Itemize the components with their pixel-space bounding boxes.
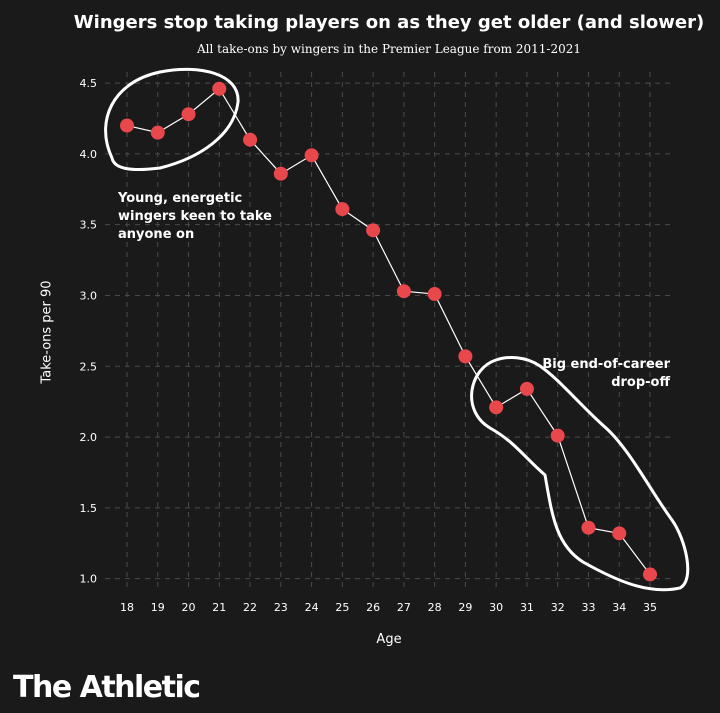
x-tick-label: 24 [305,601,319,614]
grid-lines [105,72,672,592]
y-tick-label: 3.5 [80,219,98,232]
annotation-dropoff: Big end-of-career drop-off [542,357,670,390]
x-tick-label: 19 [151,601,165,614]
x-tick-label: 33 [581,601,595,614]
data-point-age-29 [458,349,473,364]
y-tick-label: 4.5 [80,77,98,90]
x-tick-label: 23 [274,601,288,614]
x-tick-label: 21 [212,601,226,614]
data-point-age-32 [550,428,565,443]
annotation-loop-dropoff [470,356,690,592]
data-point-age-23 [273,166,288,181]
chart-subtitle: All take-ons by wingers in the Premier L… [197,42,581,56]
y-tick-label: 1.5 [80,502,98,515]
data-point-age-31 [519,381,534,396]
x-tick-label: 26 [366,601,380,614]
x-tick-label: 18 [120,601,134,614]
x-tick-label: 29 [458,601,472,614]
chart-title: Wingers stop taking players on as they g… [73,12,705,33]
annotation-loop-young [104,67,240,172]
x-tick-label: 25 [335,601,349,614]
data-point-age-26 [366,223,381,238]
y-tick-label: 2.5 [80,360,98,373]
data-point-age-34 [612,526,627,541]
data-point-age-25 [335,202,350,217]
data-points [120,81,657,582]
data-point-age-24 [304,148,319,163]
x-axis-label: Age [376,632,402,647]
annotation-young: Young, energetic wingers keen to take an… [118,191,273,242]
data-point-age-33 [581,520,596,535]
y-axis-label: Take-ons per 90 [39,280,55,384]
x-tick-label: 28 [428,601,442,614]
data-point-age-27 [396,284,411,299]
data-point-age-18 [120,118,134,133]
data-point-age-35 [643,567,657,582]
data-point-age-30 [489,400,504,415]
x-tick-label: 32 [551,601,565,614]
x-tick-label: 30 [489,601,503,614]
x-tick-label: 31 [520,601,534,614]
x-tick-label: 20 [182,601,196,614]
x-tick-label: 27 [397,601,411,614]
x-tick-label: 35 [643,601,657,614]
data-point-age-20 [181,107,196,122]
series-line [126,87,651,575]
x-tick-label: 34 [612,601,626,614]
y-tick-label: 4.0 [80,148,98,161]
data-point-age-19 [150,125,165,140]
y-tick-label: 1.0 [80,573,98,586]
x-tick-label: 22 [243,601,257,614]
brand-logo: The Athletic [13,670,201,705]
data-point-age-21 [212,81,227,96]
data-point-age-22 [243,132,258,147]
y-tick-label: 2.0 [80,431,98,444]
data-point-age-28 [427,287,442,302]
y-tick-label: 3.0 [80,289,98,302]
axis-ticks: 1.0 1.5 2.0 2.5 3.0 3.5 4.0 4.5 18 19 20 21 22 23 24 25… [80,77,658,614]
